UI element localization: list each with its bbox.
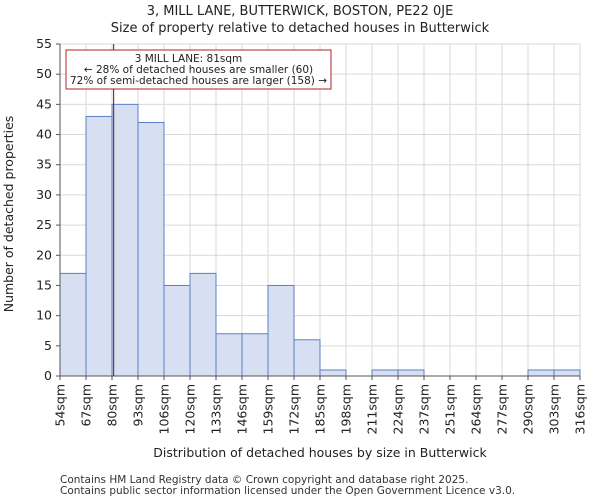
x-tick-label: 80sqm (105, 384, 120, 427)
chart-subtitle: Size of property relative to detached ho… (110, 21, 490, 36)
x-tick-label: 185sqm (313, 384, 328, 434)
bar (189, 272, 217, 377)
bar (111, 103, 139, 377)
x-tick-label: 106sqm (157, 384, 172, 434)
annotation-line: 3 MILL LANE: 81sqm (135, 53, 243, 65)
y-tick-label: 55 (36, 36, 52, 51)
bar (85, 115, 113, 377)
bar (293, 339, 321, 377)
y-axis-label: Number of detached properties (1, 116, 16, 313)
bar (137, 121, 165, 377)
bar (267, 284, 295, 377)
x-tick-label: 159sqm (261, 384, 276, 434)
y-tick-label: 10 (36, 308, 52, 323)
x-tick-label: 211sqm (365, 384, 380, 434)
x-tick-label: 120sqm (183, 384, 198, 434)
annotation-line: ← 28% of detached houses are smaller (60… (84, 64, 313, 76)
x-tick-label: 264sqm (469, 384, 484, 434)
x-tick-label: 67sqm (79, 384, 94, 427)
x-tick-label: 277sqm (495, 384, 510, 434)
x-tick-label: 93sqm (131, 384, 146, 427)
x-tick-label: 198sqm (339, 384, 354, 434)
y-tick-label: 0 (44, 368, 52, 383)
x-tick-label: 146sqm (235, 384, 250, 434)
x-tick-label: 303sqm (547, 384, 562, 434)
chart-title: 3, MILL LANE, BUTTERWICK, BOSTON, PE22 0… (146, 4, 454, 19)
bar (553, 369, 581, 377)
y-tick-label: 15 (36, 277, 52, 292)
x-tick-label: 224sqm (391, 384, 406, 434)
y-tick-label: 25 (36, 217, 52, 232)
x-tick-label: 172sqm (287, 384, 302, 434)
bar (241, 333, 269, 377)
x-tick-label: 290sqm (521, 384, 536, 434)
bar (163, 284, 191, 377)
bar (527, 369, 555, 377)
y-tick-label: 40 (36, 127, 52, 142)
bar (319, 369, 347, 377)
x-tick-label: 316sqm (573, 384, 588, 434)
annotation-line: 72% of semi-detached houses are larger (… (70, 75, 327, 87)
x-tick-label: 133sqm (209, 384, 224, 434)
x-tick-label: 237sqm (417, 384, 432, 434)
bar (371, 369, 399, 377)
y-tick-label: 20 (36, 247, 52, 262)
axes: 0 5 10 15 20 25 30 35 40 45 50 55 54sqm 67sqm 80sqm 93s… (36, 36, 587, 434)
y-tick-label: 50 (36, 66, 52, 81)
bar (397, 369, 425, 377)
x-tick-label: 54sqm (53, 384, 68, 427)
bar (59, 272, 87, 377)
x-axis-label: Distribution of detached houses by size … (153, 445, 487, 460)
marker: 3 MILL LANE: 81sqm← 28% of detached hous… (65, 44, 332, 376)
x-tick-label: 251sqm (443, 384, 458, 434)
annotation-box (65, 49, 332, 90)
footer-line-2: Contains public sector information licen… (60, 485, 516, 497)
bars (59, 103, 581, 377)
y-tick-label: 35 (36, 157, 52, 172)
y-tick-label: 5 (44, 338, 52, 353)
bar (215, 333, 243, 377)
y-tick-label: 45 (36, 96, 52, 111)
footer-line-1: Contains HM Land Registry data © Crown c… (60, 474, 469, 486)
y-tick-label: 30 (36, 187, 52, 202)
